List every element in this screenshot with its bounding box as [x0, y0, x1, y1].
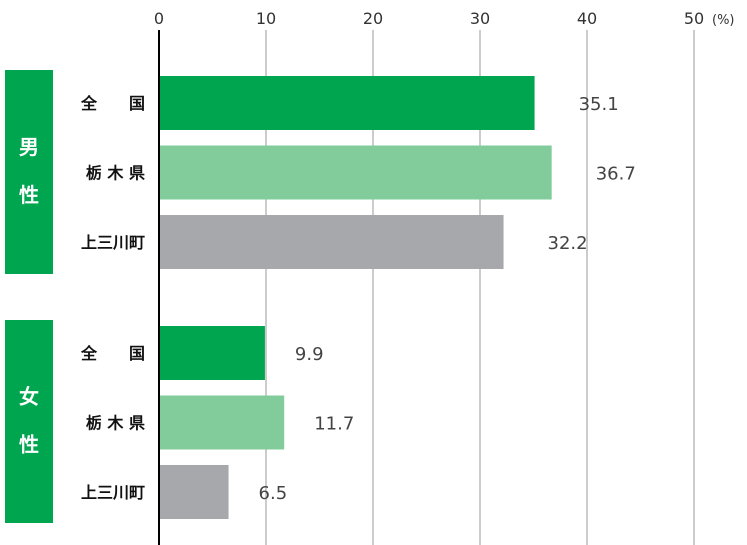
data-labels: 35.1 36.7 32.2 9.9 11.7 6.5 [259, 94, 636, 504]
bar [159, 145, 552, 200]
bar [159, 76, 535, 130]
x-tick-label: 0 [154, 9, 164, 28]
data-label: 11.7 [314, 414, 354, 435]
data-label: 35.1 [579, 94, 619, 115]
bar [159, 215, 504, 269]
bar [159, 326, 265, 380]
group-band [5, 320, 53, 523]
category-label: 上三川町 [81, 483, 145, 502]
category-label: 栃 木 県 [86, 164, 145, 183]
data-label: 9.9 [295, 344, 324, 365]
category-label: 全 国 [80, 94, 145, 113]
group-band [5, 70, 53, 274]
bar [159, 395, 285, 450]
bars [159, 76, 552, 519]
x-tick-label: 10 [256, 9, 276, 28]
x-tick-label: 50 [684, 9, 704, 28]
bar [159, 465, 229, 519]
group-label-char: 性 [19, 433, 39, 457]
x-tick-label: 30 [470, 9, 490, 28]
group-label-char: 女 [19, 385, 39, 409]
category-label: 上三川町 [81, 233, 145, 252]
data-label: 6.5 [259, 483, 288, 504]
category-label: 栃 木 県 [86, 414, 145, 433]
x-axis-ticks: 0 10 20 30 40 50 [154, 9, 704, 28]
data-label: 36.7 [596, 164, 636, 185]
category-label: 全 国 [80, 344, 145, 363]
x-tick-label: 40 [577, 9, 597, 28]
group-label-char: 性 [19, 183, 39, 207]
data-label: 32.2 [548, 233, 588, 254]
unit-label: (%) [712, 13, 735, 28]
group-label-char: 男 [19, 135, 39, 159]
x-tick-label: 20 [363, 9, 383, 28]
